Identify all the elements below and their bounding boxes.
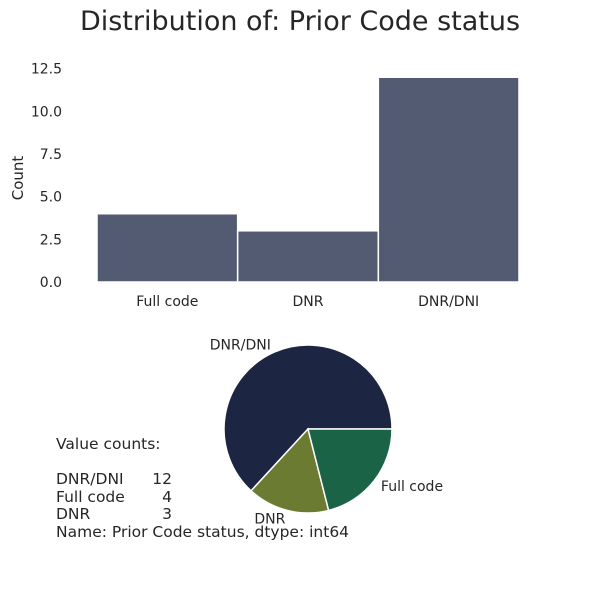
pie-slice xyxy=(250,427,330,514)
value-count-row: Full code 4 xyxy=(56,487,349,507)
x-tick-label: DNR/DNI xyxy=(418,294,479,310)
value-counts-block: Value counts: DNR/DNI 12 Full code 4 DNR 3 … xyxy=(56,435,350,541)
value-count-label: Full code xyxy=(56,487,125,506)
value-count-label: DNR xyxy=(56,505,91,523)
pie-label: Full code xyxy=(381,479,443,495)
y-tick-label: 5.0 xyxy=(40,190,62,206)
bar-chart: Count 0.0 2.5 5.0 7.5 10.0 12.5 Full code DNR D… xyxy=(9,62,520,310)
value-count-number: 12 xyxy=(152,470,172,488)
x-tick-label: DNR xyxy=(293,294,324,310)
y-tick-label: 2.5 xyxy=(40,232,62,248)
value-count-row: DNR/DNI 12 xyxy=(56,470,349,489)
bar xyxy=(96,212,239,283)
value-count-number: 4 xyxy=(162,487,172,506)
pie-label: DNR xyxy=(254,512,285,528)
pie-label: DNR/DNI xyxy=(210,337,271,353)
x-tick-label: Full code xyxy=(136,294,198,310)
value-counts-heading: Value counts: xyxy=(56,435,161,453)
bar xyxy=(377,76,520,283)
pie-slice xyxy=(223,344,393,492)
value-count-row: DNR 3 xyxy=(56,505,349,524)
y-tick-label: 0.0 xyxy=(40,275,62,291)
y-tick-label: 10.0 xyxy=(31,104,62,120)
value-count-number: 3 xyxy=(162,505,172,523)
value-count-label: DNR/DNI xyxy=(56,470,124,488)
chart-title: Distribution of: Prior Code status xyxy=(79,6,521,37)
pie-slice xyxy=(307,428,393,512)
y-axis-label: Count xyxy=(9,156,27,201)
y-tick-label: 12.5 xyxy=(31,62,62,78)
value-counts-footer: Name: Prior Code status, dtype: int64 xyxy=(56,522,350,541)
y-tick-label: 7.5 xyxy=(40,147,62,163)
